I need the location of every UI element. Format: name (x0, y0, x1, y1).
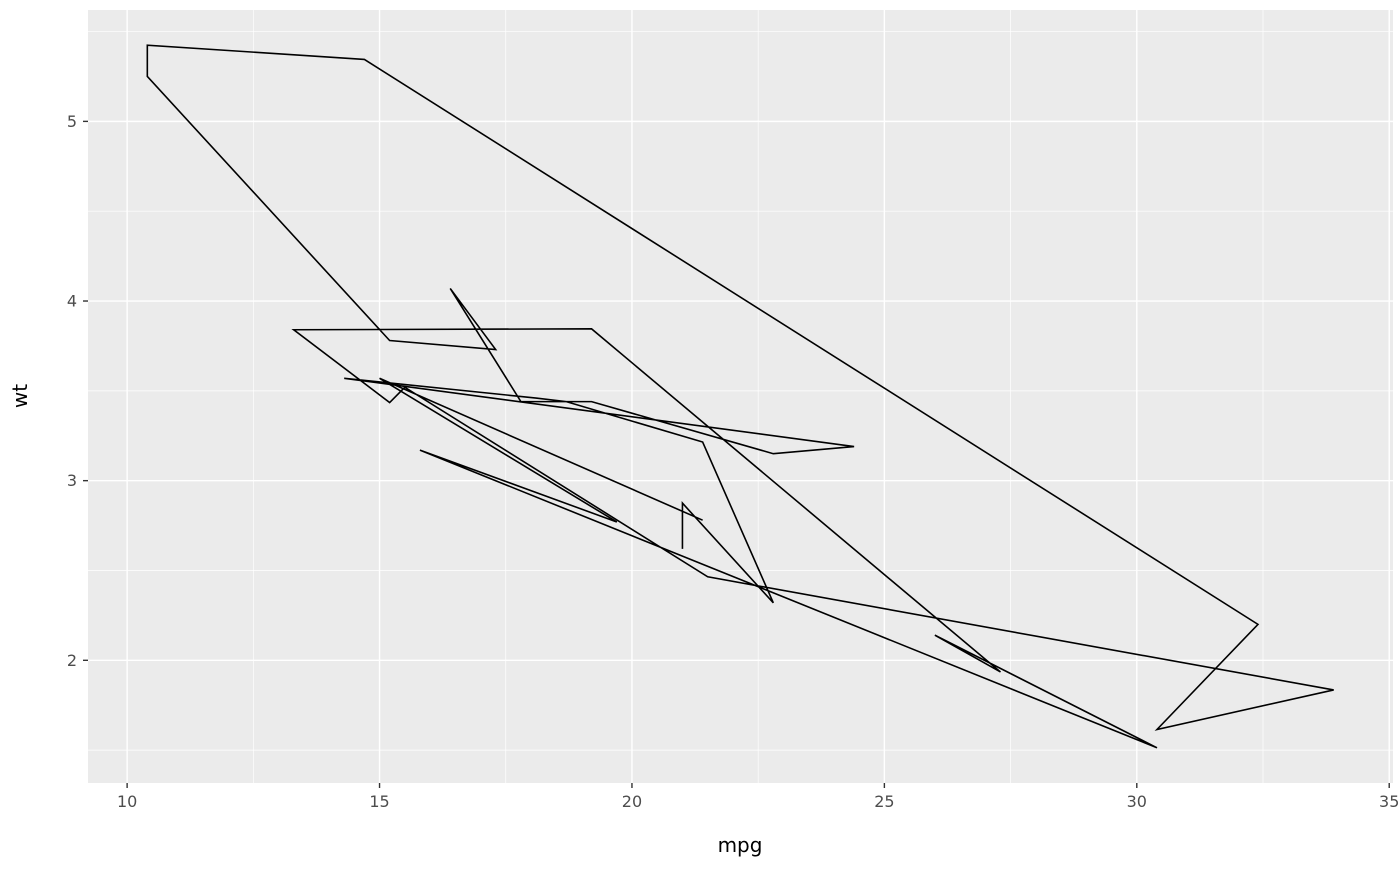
x-tick-label: 30 (1127, 792, 1147, 811)
y-tick-label: 5 (67, 112, 77, 131)
x-tick-label: 25 (874, 792, 894, 811)
x-axis-title: mpg (718, 833, 763, 857)
y-tick-label: 4 (67, 292, 77, 311)
axes-layer: 10 15 20 25 30 35 2 3 4 5 (67, 112, 1400, 811)
plot-panel-background (88, 10, 1393, 783)
y-tick-label: 2 (67, 651, 77, 670)
panel-layer (88, 10, 1393, 783)
gridlines-layer (88, 10, 1393, 783)
data-line-path (146, 44, 1334, 749)
y-axis-title: wt (8, 384, 32, 408)
data-series-layer (146, 44, 1334, 749)
y-tick-label: 3 (67, 471, 77, 490)
x-tick-label: 10 (117, 792, 137, 811)
x-tick-label: 20 (622, 792, 642, 811)
x-tick-label: 15 (369, 792, 389, 811)
x-tick-label: 35 (1379, 792, 1399, 811)
